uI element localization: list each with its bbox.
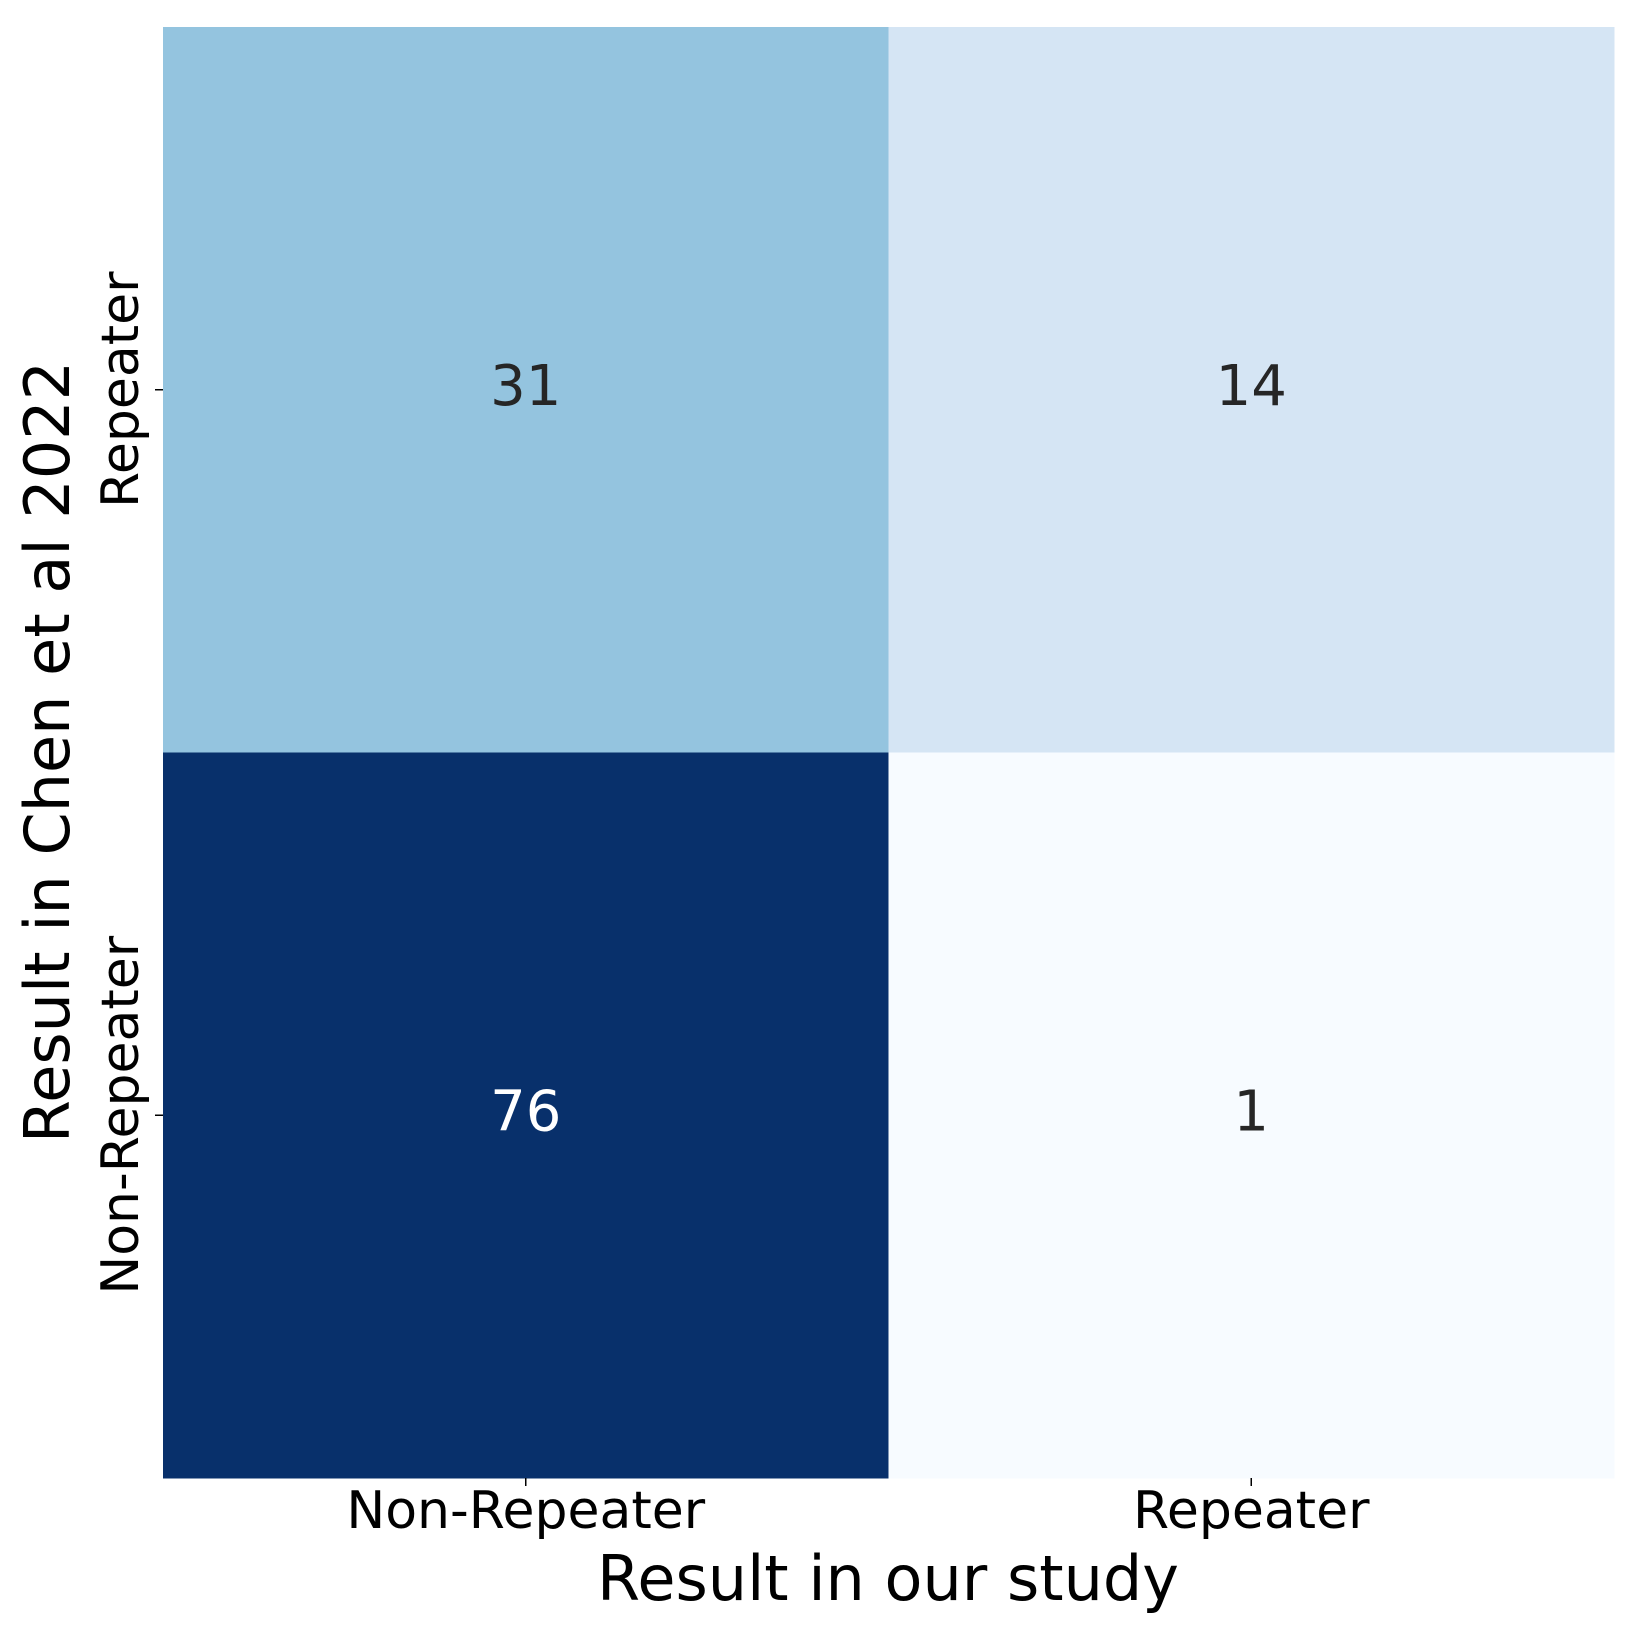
cell-label: 1 xyxy=(1233,1079,1269,1144)
cell-label: 14 xyxy=(1216,354,1287,419)
heatmap-cell xyxy=(888,27,1615,753)
heatmap-cell xyxy=(163,752,889,1479)
cell-label: 31 xyxy=(490,354,561,419)
x-axis-label: Result in our study xyxy=(597,1542,1179,1615)
x-tick-label: Non-Repeater xyxy=(346,1481,705,1541)
y-tick-label: Repeater xyxy=(91,271,151,508)
cell-label: 76 xyxy=(490,1079,561,1144)
y-tick-label: Non-Repeater xyxy=(91,935,151,1294)
heatmap-cell xyxy=(888,752,1615,1479)
x-tick-label: Repeater xyxy=(1133,1481,1370,1541)
y-axis-label: Result in Chen et al 2022 xyxy=(11,361,84,1143)
heatmap-cell xyxy=(163,27,889,753)
